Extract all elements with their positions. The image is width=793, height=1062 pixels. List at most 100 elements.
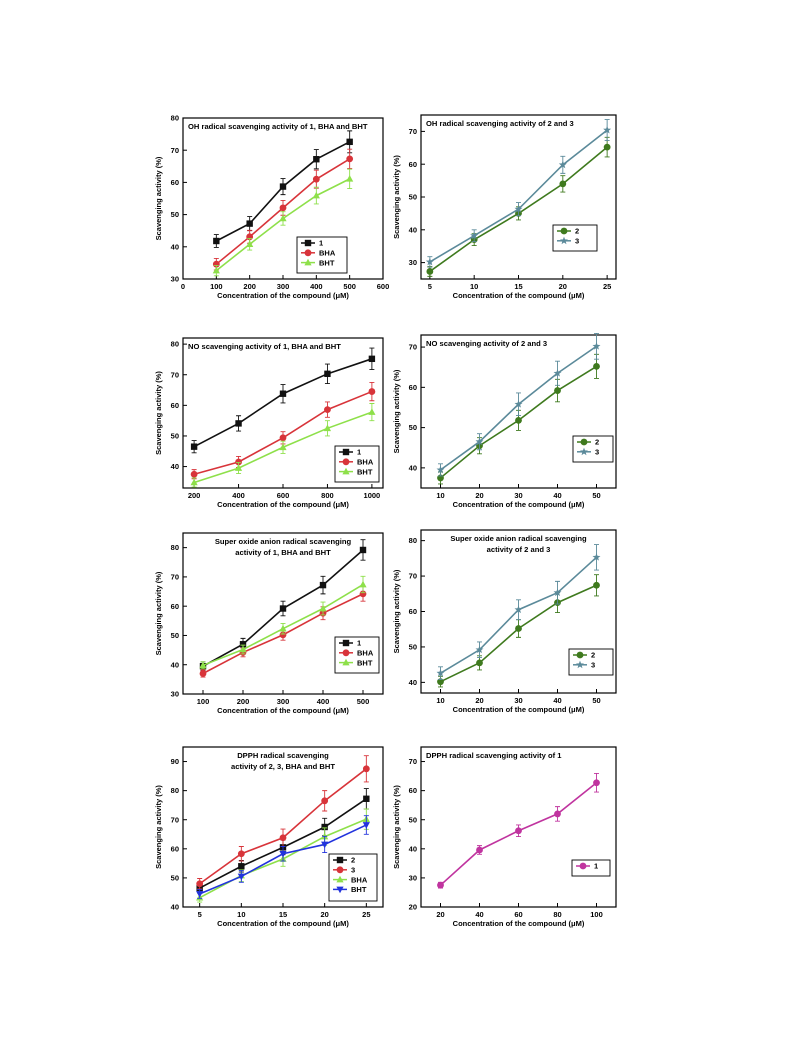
legend-marker [304,258,312,266]
y-tick-label: 70 [171,146,179,155]
chart-title: Super oxide anion radical scavenging [450,534,587,543]
x-tick-label: 25 [603,282,611,291]
data-point [324,370,331,378]
data-point [279,834,287,842]
y-tick-label: 60 [171,178,179,187]
legend-label: 3 [575,237,579,246]
data-point [190,443,198,450]
chart-title: NO scavenging activity of 2 and 3 [426,339,547,348]
data-point [425,257,434,266]
data-point [324,406,331,414]
x-tick-label: 100 [210,282,223,291]
x-tick-label: 400 [317,697,330,706]
legend-marker [342,639,350,647]
y-tick-label: 40 [171,903,179,912]
legend-label: 2 [351,856,355,865]
chart-title: OH radical scavenging activity of 1, BHA… [188,122,368,131]
y-tick-label: 80 [409,536,417,545]
y-tick-label: 40 [409,463,417,472]
x-axis-label: Concentration of the compound (μM) [453,500,585,509]
data-point [514,605,523,614]
data-point [426,268,434,275]
data-point [199,670,207,677]
data-point [246,220,253,227]
legend: 23 [568,648,614,676]
data-point [559,180,567,188]
legend-label: BHT [357,658,373,667]
legend-box [571,859,611,877]
chart-title: activity of 2, 3, BHA and BHT [231,762,335,771]
x-tick-label: 40 [475,910,483,919]
legend-box [572,435,614,463]
y-tick-label: 50 [171,210,179,219]
data-point [321,797,329,805]
series-BHT [212,168,354,277]
data-point [312,191,320,199]
x-tick-label: 20 [436,910,444,919]
y-tick-label: 60 [409,160,417,169]
data-point [359,590,367,598]
data-point [346,155,354,163]
data-point [196,880,204,888]
series-1 [437,773,600,889]
series-3 [436,544,601,680]
x-axis-label: Concentration of the compound (μM) [453,291,585,300]
legend-marker [336,866,344,874]
legend-label: 1 [319,239,323,248]
legend-marker [336,875,344,883]
legend-marker [576,651,584,659]
data-point [313,156,320,163]
x-tick-label: 500 [343,282,356,291]
x-tick-label: 500 [357,697,370,706]
y-tick-label: 30 [171,690,179,699]
legend-label: BHT [351,885,367,894]
y-tick-label: 60 [171,602,179,611]
y-tick-label: 30 [409,874,417,883]
data-point [279,204,287,212]
y-tick-label: 30 [409,258,417,267]
y-tick-label: 50 [171,631,179,640]
data-point [437,881,444,889]
data-point [368,388,376,395]
data-point [592,342,601,350]
y-tick-label: 60 [171,844,179,853]
x-tick-label: 10 [237,910,245,919]
data-point [279,183,287,190]
y-tick-label: 40 [409,678,417,687]
data-point [359,580,367,588]
data-point [279,631,287,639]
chart-title: Super oxide anion radical scavenging [215,537,352,546]
data-point [553,588,562,597]
legend: 23 [552,224,598,252]
series-1 [213,130,353,248]
x-tick-label: 30 [514,696,522,705]
series-BHT [196,815,370,899]
data-point [279,434,287,442]
legend-marker [342,658,350,666]
legend-label: BHT [319,258,335,267]
data-point [237,850,245,858]
data-point [237,873,245,881]
x-tick-label: 5 [198,910,202,919]
y-tick-label: 40 [171,462,179,471]
chart-title: OH radical scavenging activity of 2 and … [426,119,574,128]
legend-marker [304,239,312,247]
data-point [234,464,243,471]
legend-label: BHA [357,458,374,467]
y-axis-label: Scavenging activity (%) [154,156,163,240]
data-point [359,546,367,554]
chart-panel-4: 10 20 30 40 50 40 50 60 70 Concentration of the c… [392,332,617,509]
data-point [470,231,479,240]
y-tick-label: 80 [171,543,179,552]
data-point [515,416,522,424]
y-axis-label: Scavenging activity (%) [392,785,401,869]
chart-title: activity of 2 and 3 [487,545,551,554]
legend-box [552,224,598,252]
y-tick-label: 40 [171,660,179,669]
data-point [476,846,483,854]
legend-marker [342,458,350,466]
y-tick-label: 60 [171,401,179,410]
x-tick-label: 600 [277,491,290,500]
